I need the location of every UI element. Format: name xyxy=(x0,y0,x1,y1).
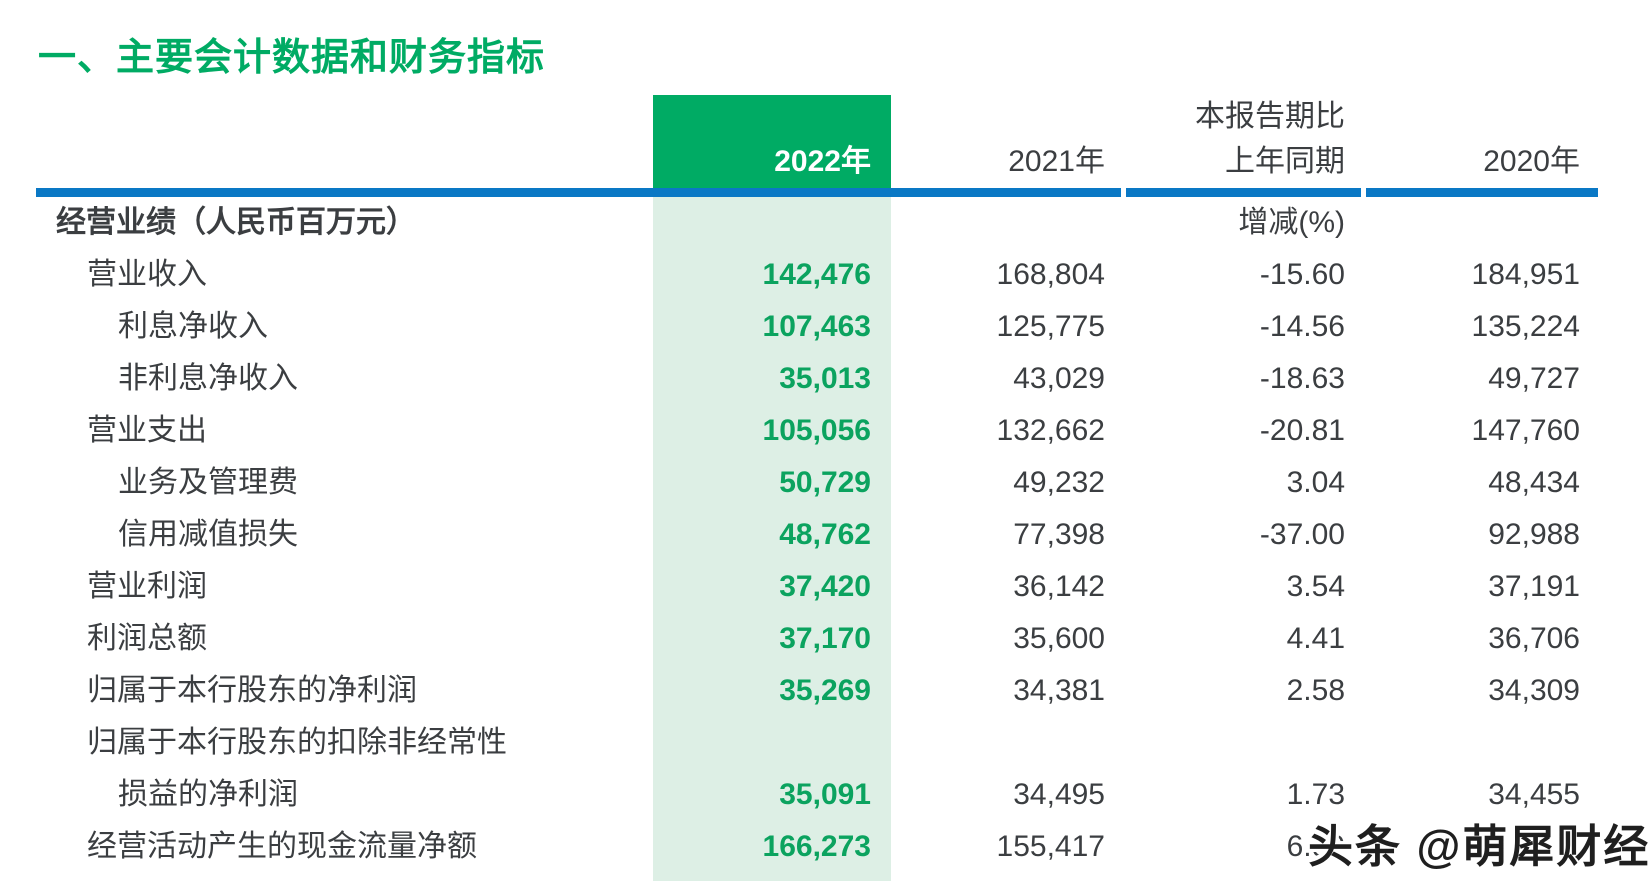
year-2020-header: 2020年 xyxy=(1363,95,1598,188)
value-change: -18.63 xyxy=(1259,362,1345,395)
table-row: 经营业绩（人民币百万元） 增减(%) xyxy=(36,197,1598,249)
financial-table: 经营业绩（人民币百万元） 增减(%) 营业收入 142,476 168,804 … xyxy=(36,197,1598,873)
value-2022: 166,273 xyxy=(762,830,871,863)
row-label: 营业收入 xyxy=(87,258,207,291)
table-row: 营业收入 142,476 168,804 -15.60 184,951 xyxy=(36,249,1598,301)
value-2022: 50,729 xyxy=(779,466,871,499)
page-title: 一、主要会计数据和财务指标 xyxy=(38,37,546,79)
highlight-column-2022 xyxy=(653,197,891,881)
value-2022: 105,056 xyxy=(762,414,871,447)
value-2020: 48,434 xyxy=(1488,466,1580,499)
value-2021: 36,142 xyxy=(1013,570,1105,603)
table-row: 营业支出 105,056 132,662 -20.81 147,760 xyxy=(36,405,1598,457)
value-change: -14.56 xyxy=(1259,310,1345,343)
change-header-line2: 上年同期 xyxy=(1225,145,1345,178)
value-change: 3.54 xyxy=(1286,570,1345,603)
value-2022 xyxy=(653,717,891,769)
table-row: 归属于本行股东的扣除非经常性 xyxy=(36,717,1598,769)
value-change: 2.58 xyxy=(1286,674,1345,707)
value-change: 4.41 xyxy=(1286,622,1345,655)
value-2021: 125,775 xyxy=(996,310,1105,343)
value-2020: 34,455 xyxy=(1488,778,1580,811)
year-2022-header: 2022年 xyxy=(653,95,891,188)
value-2021: 155,417 xyxy=(996,830,1105,863)
row-label: 利息净收入 xyxy=(118,310,268,343)
row-label: 营业利润 xyxy=(87,570,207,603)
value-2022: 35,013 xyxy=(779,362,871,395)
table-row: 业务及管理费 50,729 49,232 3.04 48,434 xyxy=(36,457,1598,509)
row-label: 利润总额 xyxy=(87,622,207,655)
value-2022: 37,170 xyxy=(779,622,871,655)
table-row: 信用减值损失 48,762 77,398 -37.00 92,988 xyxy=(36,509,1598,561)
value-2020: 34,309 xyxy=(1488,674,1580,707)
value-change: 1.73 xyxy=(1286,778,1345,811)
row-label: 营业支出 xyxy=(87,414,207,447)
value-2022: 37,420 xyxy=(779,570,871,603)
table-row: 营业利润 37,420 36,142 3.54 37,191 xyxy=(36,561,1598,613)
value-2020 xyxy=(1363,717,1598,769)
value-2021: 77,398 xyxy=(1013,518,1105,551)
value-2020: 49,727 xyxy=(1488,362,1580,395)
value-2021: 34,495 xyxy=(1013,778,1105,811)
year-2021-label: 2021年 xyxy=(1008,145,1105,178)
change-header-line1: 本报告期比 xyxy=(1195,100,1345,133)
value-2020: 37,191 xyxy=(1488,570,1580,603)
table-row: 经营活动产生的现金流量净额 166,273 155,417 6.99 xyxy=(36,821,1598,873)
row-label: 经营业绩（人民币百万元） xyxy=(56,206,416,239)
value-2020: 135,224 xyxy=(1471,310,1580,343)
value-2021: 34,381 xyxy=(1013,674,1105,707)
value-2020: 184,951 xyxy=(1471,258,1580,291)
year-2022-label: 2022年 xyxy=(774,145,871,178)
watermark: 头条 @萌犀财经 xyxy=(1308,821,1650,872)
value-2021: 168,804 xyxy=(996,258,1105,291)
divider-line-segment xyxy=(1366,188,1598,197)
value-2020 xyxy=(1363,197,1598,249)
table-row: 归属于本行股东的净利润 35,269 34,381 2.58 34,309 xyxy=(36,665,1598,717)
row-label: 非利息净收入 xyxy=(118,362,298,395)
table-row: 利润总额 37,170 35,600 4.41 36,706 xyxy=(36,613,1598,665)
divider-line-segment xyxy=(36,188,1121,197)
row-label: 损益的净利润 xyxy=(118,778,298,811)
table-row: 非利息净收入 35,013 43,029 -18.63 49,727 xyxy=(36,353,1598,405)
value-change: -15.60 xyxy=(1259,258,1345,291)
value-2021 xyxy=(891,197,1123,249)
value-change: -37.00 xyxy=(1259,518,1345,551)
table-row: 损益的净利润 35,091 34,495 1.73 34,455 xyxy=(36,769,1598,821)
value-2021 xyxy=(891,717,1123,769)
row-label: 归属于本行股东的扣除非经常性 xyxy=(87,726,507,759)
value-2021: 43,029 xyxy=(1013,362,1105,395)
change-header: 本报告期比 上年同期 xyxy=(1123,95,1363,188)
divider-line-segment xyxy=(1126,188,1361,197)
value-2022: 48,762 xyxy=(779,518,871,551)
year-2021-header: 2021年 xyxy=(891,95,1123,188)
value-2021: 132,662 xyxy=(996,414,1105,447)
row-label: 业务及管理费 xyxy=(118,466,298,499)
value-2021: 49,232 xyxy=(1013,466,1105,499)
year-2020-label: 2020年 xyxy=(1483,145,1580,178)
row-label: 经营活动产生的现金流量净额 xyxy=(87,830,477,863)
value-2022: 142,476 xyxy=(762,258,871,291)
table-row: 利息净收入 107,463 125,775 -14.56 135,224 xyxy=(36,301,1598,353)
value-change xyxy=(1123,717,1363,769)
value-2020: 36,706 xyxy=(1488,622,1580,655)
value-2022: 35,269 xyxy=(779,674,871,707)
row-label: 归属于本行股东的净利润 xyxy=(87,674,417,707)
value-2020: 92,988 xyxy=(1488,518,1580,551)
value-2022: 107,463 xyxy=(762,310,871,343)
value-2020: 147,760 xyxy=(1471,414,1580,447)
value-change: 6.99 xyxy=(1286,830,1345,863)
value-change: -20.81 xyxy=(1259,414,1345,447)
value-2022: 35,091 xyxy=(779,778,871,811)
value-change: 增减(%) xyxy=(1238,206,1345,239)
value-2021: 35,600 xyxy=(1013,622,1105,655)
row-label: 信用减值损失 xyxy=(118,518,298,551)
value-change: 3.04 xyxy=(1286,466,1345,499)
value-2022 xyxy=(653,197,891,249)
